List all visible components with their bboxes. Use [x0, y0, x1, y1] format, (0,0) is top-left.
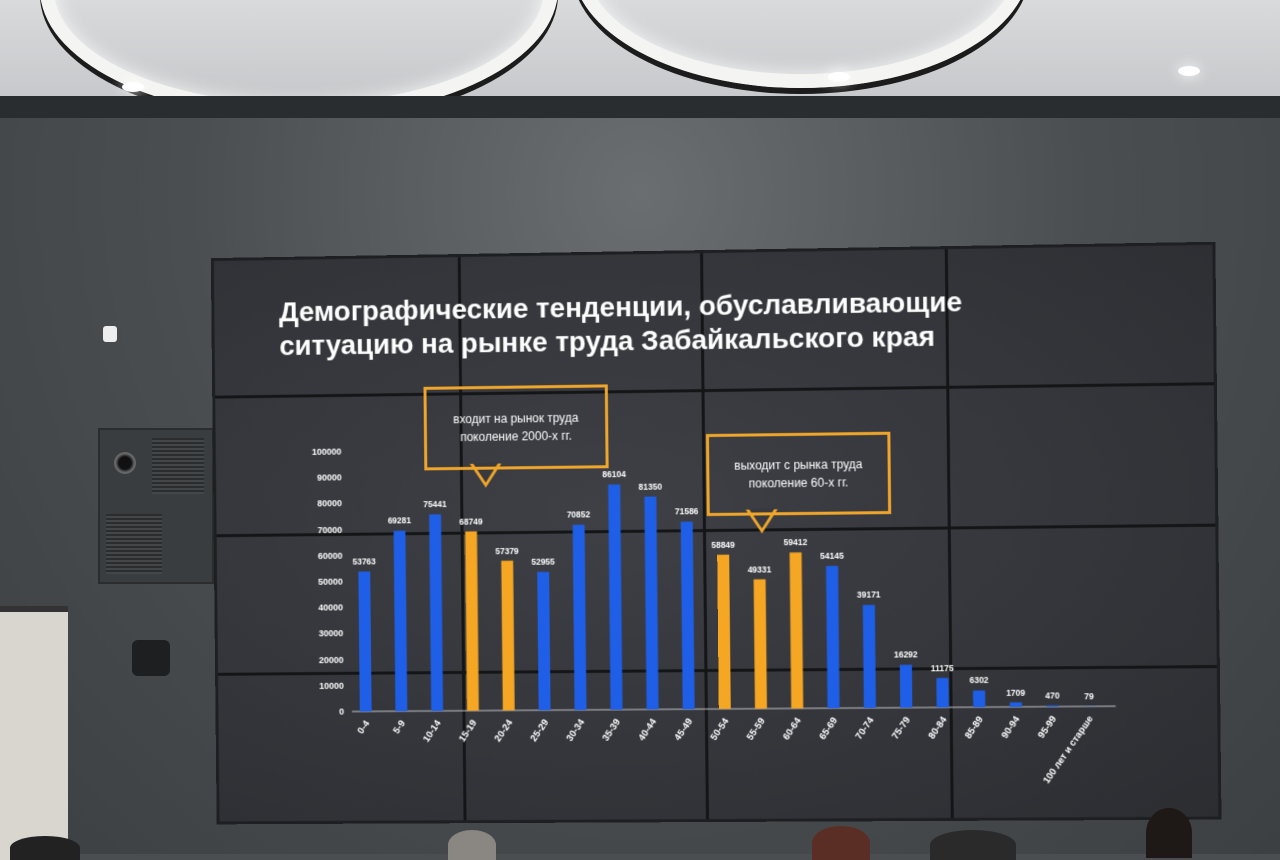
ceiling-beam	[0, 96, 1280, 118]
callout-labor-entry: входит на рынок труда поколение 2000-х г…	[423, 384, 608, 470]
x-tick-label: 5-9	[391, 719, 408, 736]
x-axis-line	[352, 706, 1116, 711]
x-tick-label: 20-24	[493, 717, 516, 744]
data-label: 70852	[567, 510, 591, 520]
population-bar-chart: 0 10000 20000 30000 40000 50000 60000 70000 8000…	[214, 245, 1219, 821]
y-tick-label: 50000	[318, 577, 343, 587]
bar	[573, 525, 587, 710]
data-label: 470	[1045, 690, 1060, 700]
x-tick-label: 15-19	[457, 718, 480, 744]
x-tick-label: 90-94	[999, 714, 1023, 741]
ceiling-spotlight	[1178, 66, 1200, 76]
bar	[826, 566, 840, 708]
y-tick-label: 0	[339, 707, 344, 717]
x-tick-label: 65-69	[817, 716, 840, 742]
audience-head	[812, 826, 870, 860]
data-label: 6302	[969, 675, 988, 685]
x-tick-label: 10-14	[421, 718, 444, 745]
y-tick-label: 70000	[318, 525, 343, 535]
bar	[754, 579, 767, 708]
x-tick-label: 60-64	[781, 715, 804, 742]
ptz-camera	[132, 640, 170, 676]
data-label: 68749	[459, 516, 483, 526]
y-tick-label: 80000	[317, 499, 342, 509]
camera-lens-icon	[114, 452, 136, 474]
bar	[537, 572, 550, 710]
x-tick-label: 40-44	[636, 716, 659, 743]
audience-head	[10, 836, 80, 860]
y-tick-label: 60000	[318, 551, 343, 561]
y-tick-label: 30000	[319, 629, 344, 639]
x-tick-label: 80-84	[926, 714, 949, 741]
audience-head	[1146, 808, 1192, 858]
bar	[790, 552, 804, 708]
bar	[1046, 705, 1058, 706]
y-tick-label: 10000	[319, 681, 344, 691]
bar	[900, 665, 913, 708]
wall-camera-unit	[98, 428, 214, 584]
data-label: 11175	[931, 663, 954, 673]
data-label: 81350	[638, 481, 662, 491]
video-wall-screen: Демографические тенденции, обуславливающ…	[211, 242, 1222, 825]
data-label: 71586	[675, 507, 699, 517]
y-tick-label: 100000	[312, 447, 342, 457]
bar	[973, 690, 985, 707]
data-label: 52955	[531, 557, 555, 567]
x-tick-label: 50-54	[709, 716, 732, 743]
data-label: 69281	[388, 516, 412, 526]
data-label: 59412	[784, 537, 808, 547]
callout-labor-exit: выходит с рынка труда поколение 60-х гг.	[706, 432, 891, 516]
speaker-grill	[106, 514, 162, 574]
data-label: 57379	[495, 546, 519, 556]
bar	[358, 571, 371, 711]
bar	[936, 678, 948, 708]
ceiling-spotlight	[828, 72, 850, 82]
x-tick-label: 55-59	[745, 716, 768, 742]
data-label: 49331	[748, 564, 772, 574]
audience-head	[930, 830, 1016, 860]
y-tick-label: 40000	[318, 603, 343, 613]
x-tick-label: 70-74	[854, 715, 877, 742]
data-label: 39171	[857, 590, 881, 600]
x-tick-label: 85-89	[963, 715, 986, 741]
bar	[681, 522, 695, 710]
data-label: 86104	[602, 469, 626, 479]
bar	[717, 555, 731, 709]
ceiling-spotlight	[122, 82, 144, 92]
x-tick-label: 30-34	[564, 717, 587, 744]
speaker-grill	[152, 438, 204, 494]
x-tick-label: 25-29	[529, 718, 552, 744]
x-tick-label: 35-39	[600, 717, 623, 743]
x-tick-label: 45-49	[672, 717, 695, 743]
y-tick-label: 20000	[319, 655, 344, 665]
wall-sensor	[103, 326, 117, 342]
data-label: 58849	[711, 540, 735, 550]
x-tick-label: 75-79	[890, 715, 913, 741]
bar	[394, 531, 408, 711]
x-tick-label: 0-4	[356, 718, 373, 736]
data-label: 1709	[1006, 687, 1026, 697]
y-tick-label: 90000	[317, 473, 342, 483]
audience-head	[448, 830, 496, 860]
bar	[429, 514, 443, 711]
bar	[608, 484, 622, 709]
bar	[644, 496, 658, 709]
ring-lamp-right	[572, 0, 1030, 88]
bar	[465, 531, 479, 710]
data-label: 54145	[820, 551, 844, 561]
bar	[1010, 702, 1022, 707]
bar	[863, 605, 876, 708]
x-tick-label: 95-99	[1036, 714, 1059, 740]
data-label: 53763	[353, 556, 377, 566]
data-label: 16292	[894, 650, 918, 660]
doorway	[0, 606, 68, 860]
data-label: 75441	[423, 499, 447, 509]
bar	[501, 561, 514, 711]
data-label: 79	[1084, 691, 1094, 701]
